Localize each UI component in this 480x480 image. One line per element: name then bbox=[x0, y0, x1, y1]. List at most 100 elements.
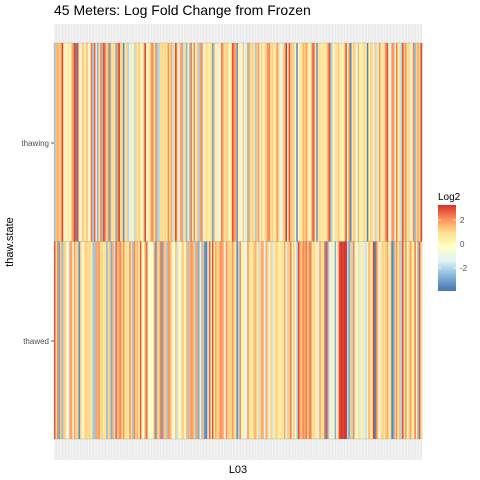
heatmap-cell bbox=[169, 43, 171, 242]
heatmap-cell bbox=[314, 43, 317, 242]
heatmap-cell bbox=[394, 43, 397, 242]
heatmap-cell bbox=[386, 241, 389, 439]
heatmap-cell bbox=[234, 43, 237, 242]
heatmap-cell bbox=[172, 43, 174, 242]
heatmap-cell bbox=[376, 241, 378, 439]
heatmap-cell bbox=[317, 43, 320, 242]
heatmap-cell bbox=[57, 241, 59, 439]
heatmap-cell bbox=[138, 43, 141, 242]
heatmap-cell bbox=[83, 43, 85, 242]
heatmap-cell bbox=[141, 43, 144, 242]
heatmap-cell bbox=[115, 43, 118, 242]
x-axis-title: L03 bbox=[229, 464, 247, 476]
heatmap-cell bbox=[113, 241, 116, 439]
heatmap-cell bbox=[297, 241, 300, 439]
heatmap-cell bbox=[230, 43, 233, 242]
heatmap-cell bbox=[248, 241, 251, 439]
heatmap-cell bbox=[118, 43, 121, 242]
legend: Log2 2 0 -2 bbox=[438, 192, 468, 291]
heatmap-cell bbox=[334, 43, 337, 242]
heatmap-cell bbox=[250, 241, 252, 439]
heatmap-cell bbox=[328, 43, 331, 242]
heatmap-cell bbox=[195, 43, 197, 242]
heatmap-cell bbox=[75, 43, 78, 242]
heatmap-cells bbox=[54, 43, 423, 439]
heatmap-cell bbox=[66, 241, 68, 439]
heatmap-cell bbox=[60, 241, 62, 439]
heatmap-cell bbox=[147, 241, 150, 439]
legend-label-0: 0 bbox=[460, 240, 465, 249]
heatmap-cell bbox=[87, 241, 90, 439]
heatmap-cell bbox=[290, 43, 292, 242]
heatmap-cell bbox=[216, 241, 219, 439]
heatmap-cell bbox=[230, 241, 233, 439]
heatmap-cell bbox=[101, 43, 104, 242]
heatmap-cell bbox=[205, 43, 208, 242]
heatmap-cell bbox=[348, 43, 351, 242]
heatmap-cell bbox=[363, 241, 366, 439]
heatmap-cell bbox=[116, 241, 119, 439]
heatmap-cell bbox=[244, 241, 246, 439]
legend-ticks bbox=[438, 219, 456, 269]
legend-title: Log2 bbox=[438, 192, 461, 203]
heatmap-cell bbox=[78, 43, 81, 242]
heatmap-cell bbox=[326, 241, 329, 439]
heatmap-cell bbox=[188, 241, 191, 439]
heatmap-cell bbox=[274, 241, 277, 439]
heatmap-cell bbox=[262, 241, 265, 439]
heatmap-cell bbox=[403, 241, 406, 439]
heatmap-cell bbox=[55, 241, 58, 439]
heatmap-cell bbox=[303, 43, 306, 242]
heatmap-cell bbox=[251, 43, 254, 242]
heatmap-cell bbox=[253, 43, 256, 242]
heatmap-cell bbox=[61, 43, 64, 242]
heatmap-cell bbox=[362, 43, 364, 242]
heatmap-cell bbox=[106, 241, 108, 439]
heatmap-cell bbox=[354, 241, 357, 439]
heatmap-cell bbox=[89, 43, 91, 242]
heatmap-cell bbox=[86, 241, 88, 439]
heatmap-cell bbox=[339, 43, 341, 242]
heatmap-cell bbox=[72, 241, 75, 439]
heatmap-cell bbox=[198, 241, 200, 439]
heatmap-cell bbox=[211, 43, 214, 242]
heatmap-cell bbox=[155, 43, 157, 242]
heatmap-cell bbox=[307, 43, 309, 242]
heatmap-cell bbox=[319, 241, 321, 439]
heatmap-cell bbox=[116, 43, 119, 242]
heatmap-cell bbox=[313, 241, 315, 439]
legend-label-2: 2 bbox=[460, 216, 465, 225]
heatmap-cell bbox=[176, 241, 179, 439]
heatmap-cell bbox=[100, 241, 102, 439]
heatmap-cell bbox=[339, 241, 341, 439]
heatmap-cell bbox=[371, 43, 374, 242]
heatmap-cell bbox=[221, 43, 223, 242]
heatmap-cell bbox=[124, 43, 127, 242]
heatmap-cell bbox=[357, 43, 360, 242]
heatmap-cell bbox=[187, 43, 190, 242]
heatmap-cell bbox=[310, 241, 312, 439]
heatmap-cell bbox=[383, 43, 386, 242]
heatmap-cell bbox=[377, 43, 380, 242]
heatmap-cell bbox=[412, 241, 415, 439]
heatmap-cell bbox=[152, 241, 154, 439]
heatmap-cell bbox=[346, 241, 349, 439]
heatmap-cell bbox=[357, 241, 360, 439]
heatmap-cell bbox=[110, 43, 113, 242]
heatmap-cell bbox=[92, 43, 95, 242]
heatmap-cell bbox=[96, 241, 99, 439]
heatmap-cell bbox=[362, 241, 364, 439]
heatmap-cell bbox=[242, 43, 245, 242]
heatmap-cell bbox=[259, 43, 262, 242]
heatmap-cell bbox=[389, 241, 392, 439]
heatmap-cell bbox=[150, 43, 153, 242]
heatmap-cell bbox=[169, 241, 171, 439]
heatmap-cell bbox=[265, 43, 268, 242]
heatmap-cell bbox=[418, 241, 421, 439]
heatmap-cell bbox=[185, 241, 188, 439]
heatmap-cell bbox=[127, 241, 130, 439]
y-axis: thawing thawed thaw.state bbox=[4, 139, 54, 346]
legend-label-minus2: -2 bbox=[460, 264, 468, 273]
heatmap-cell bbox=[136, 43, 139, 242]
heatmap-cell bbox=[173, 43, 176, 242]
